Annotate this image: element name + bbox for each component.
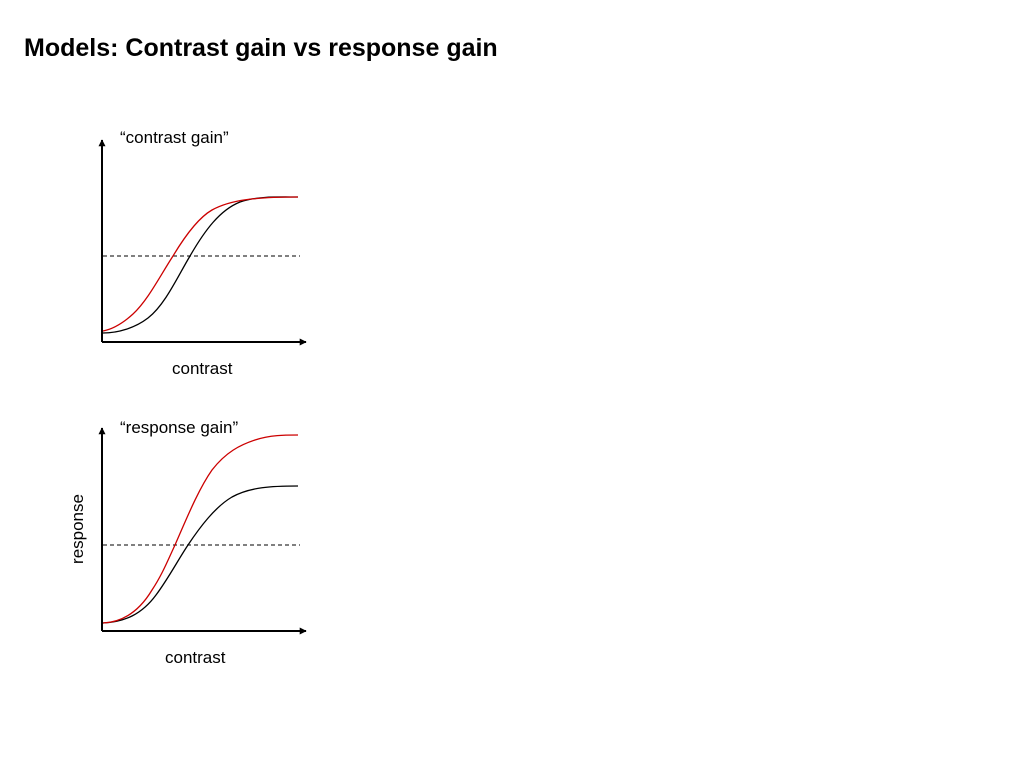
modulated-curve-response-gain: [102, 434, 299, 624]
response-gain-panel: [98, 427, 307, 635]
slide-title: Models: Contrast gain vs response gain: [24, 34, 498, 62]
panel-xlabel-response-gain: contrast: [165, 648, 226, 667]
baseline-curve-response-gain: [102, 485, 299, 624]
baseline-curve-contrast-gain: [102, 196, 299, 334]
panel-xlabel-contrast-gain: contrast: [172, 359, 233, 378]
panel-title-contrast-gain: “contrast gain”: [120, 128, 229, 147]
panel-title-response-gain: “response gain”: [120, 418, 239, 437]
contrast-gain-panel: [98, 139, 307, 346]
modulated-curve-contrast-gain: [102, 196, 299, 332]
